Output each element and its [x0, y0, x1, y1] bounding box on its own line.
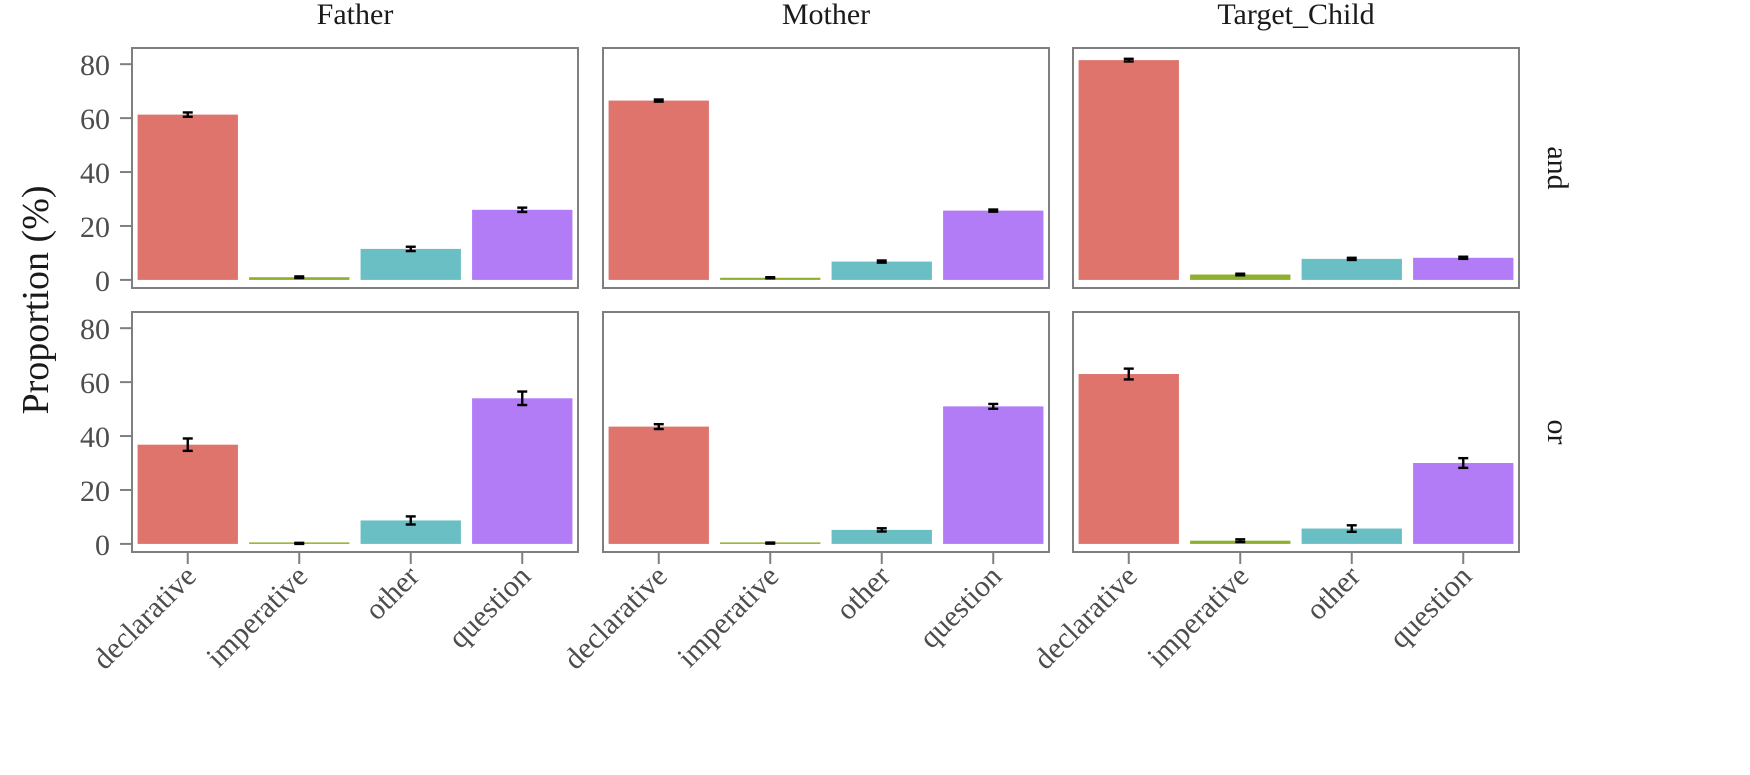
bar-and-target-child-declarative [1078, 60, 1179, 280]
x-tick-label-imperative: imperative [671, 560, 785, 674]
bar-or-mother-other [831, 529, 932, 544]
y-tick-label: 80 [80, 313, 110, 346]
y-tick-label: 60 [80, 103, 110, 136]
panel-border [1072, 47, 1520, 289]
x-tick-label-question: question [913, 560, 1008, 655]
y-tick-label: 40 [80, 157, 110, 190]
y-tick-label: 0 [95, 529, 110, 562]
y-tick-label: 40 [80, 421, 110, 454]
x-tick-label-imperative: imperative [1141, 560, 1255, 674]
y-tick-label: 20 [80, 211, 110, 244]
bar-and-father-question [472, 209, 573, 280]
x-tick-label-other: other [830, 560, 897, 627]
panel-border [602, 311, 1050, 553]
y-tick-label: 0 [95, 265, 110, 298]
bar-or-father-declarative [137, 444, 238, 544]
panel-border [1072, 311, 1520, 553]
bar-and-target-child-imperative [1190, 274, 1291, 280]
facet-column-label-father: Father [317, 0, 394, 31]
facet-row-label-and: and [1541, 146, 1574, 189]
bar-and-father-declarative [137, 114, 238, 280]
bar-or-mother-question [943, 406, 1044, 544]
x-tick-label-other: other [1300, 560, 1367, 627]
bar-and-target-child-other [1301, 258, 1402, 280]
x-tick-label-declarative: declarative [1027, 560, 1143, 676]
y-tick-label: 80 [80, 49, 110, 82]
y-tick-label: 60 [80, 367, 110, 400]
panel-border [131, 311, 579, 553]
bar-or-target-child-declarative [1078, 374, 1179, 544]
bar-and-mother-declarative [608, 100, 709, 280]
panel-border [131, 47, 579, 289]
facet-column-label-target-child: Target_Child [1217, 0, 1374, 31]
bar-and-target-child-question [1413, 257, 1514, 280]
y-tick-label: 20 [80, 475, 110, 508]
panel-border [602, 47, 1050, 289]
facet-row-label-or: or [1541, 420, 1574, 445]
bar-and-father-other [360, 248, 461, 280]
y-axis-title: Proportion (%) [15, 185, 57, 414]
bar-or-target-child-question [1413, 463, 1514, 544]
x-tick-label-other: other [359, 560, 426, 627]
x-tick-label-declarative: declarative [86, 560, 202, 676]
bar-or-mother-declarative [608, 426, 709, 544]
bar-or-father-question [472, 398, 573, 544]
bar-or-father-other [360, 520, 461, 544]
facet-column-label-mother: Mother [782, 0, 870, 31]
bar-and-mother-question [943, 210, 1044, 280]
x-tick-label-imperative: imperative [200, 560, 314, 674]
bar-or-target-child-other [1301, 528, 1402, 544]
x-tick-label-declarative: declarative [557, 560, 673, 676]
x-tick-label-question: question [1383, 560, 1478, 655]
x-tick-label-question: question [442, 560, 537, 655]
bar-and-mother-other [831, 261, 932, 280]
